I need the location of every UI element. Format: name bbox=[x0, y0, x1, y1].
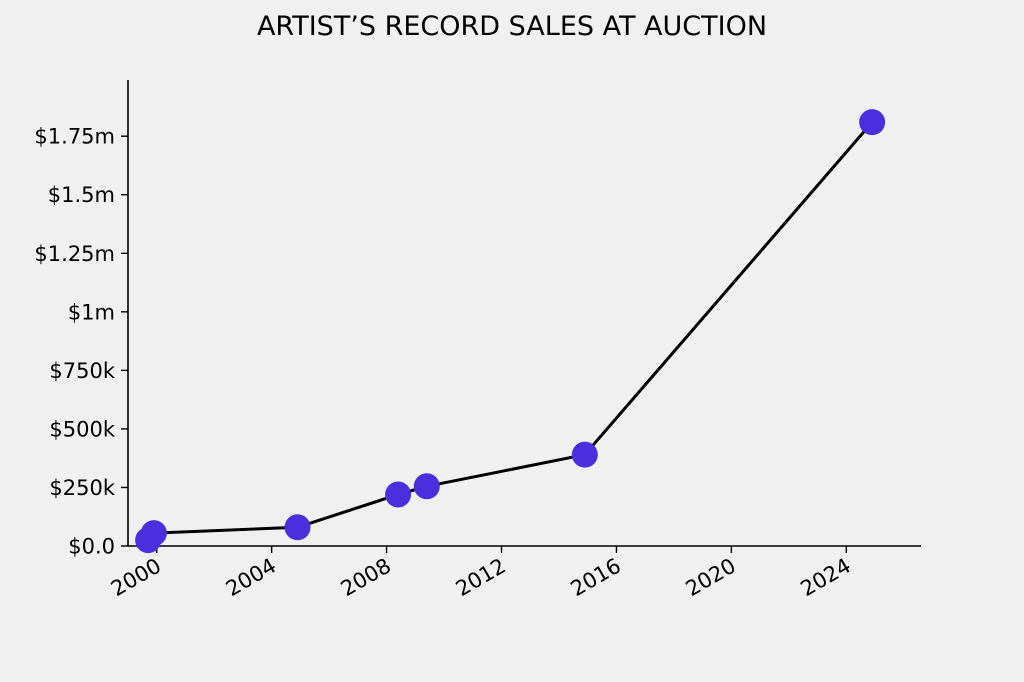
x-tick-label: 2000 bbox=[107, 554, 165, 602]
x-tick-label: 2012 bbox=[452, 554, 510, 602]
x-tick-label: 2020 bbox=[682, 554, 740, 602]
data-point bbox=[413, 473, 440, 500]
y-tick-label: $1.5m bbox=[48, 183, 115, 207]
y-tick-label: $0.0 bbox=[68, 535, 115, 559]
data-point bbox=[571, 441, 598, 468]
y-tick-label: $1m bbox=[68, 300, 115, 324]
y-tick-label: $1.75m bbox=[34, 125, 115, 149]
data-point bbox=[385, 481, 412, 508]
axes: $0.0 $250k $500k $750k $1m $1.25m $1.5m $1.75m 2… bbox=[34, 80, 921, 601]
y-tick-label: $500k bbox=[49, 417, 115, 441]
y-tick-label: $1.25m bbox=[34, 242, 115, 266]
x-tick-label: 2016 bbox=[567, 554, 625, 602]
data-point bbox=[284, 514, 311, 541]
x-tick-label: 2024 bbox=[797, 554, 855, 602]
y-tick-label: $250k bbox=[49, 476, 115, 500]
y-tick-label: $750k bbox=[49, 359, 115, 383]
data-point bbox=[859, 109, 886, 136]
plot-area bbox=[135, 109, 886, 554]
series-line bbox=[146, 121, 874, 542]
x-tick-label: 2004 bbox=[222, 554, 280, 602]
x-tick-label: 2008 bbox=[337, 554, 395, 602]
data-point bbox=[140, 520, 167, 547]
chart-title: ARTIST’S RECORD SALES AT AUCTION bbox=[257, 11, 767, 42]
